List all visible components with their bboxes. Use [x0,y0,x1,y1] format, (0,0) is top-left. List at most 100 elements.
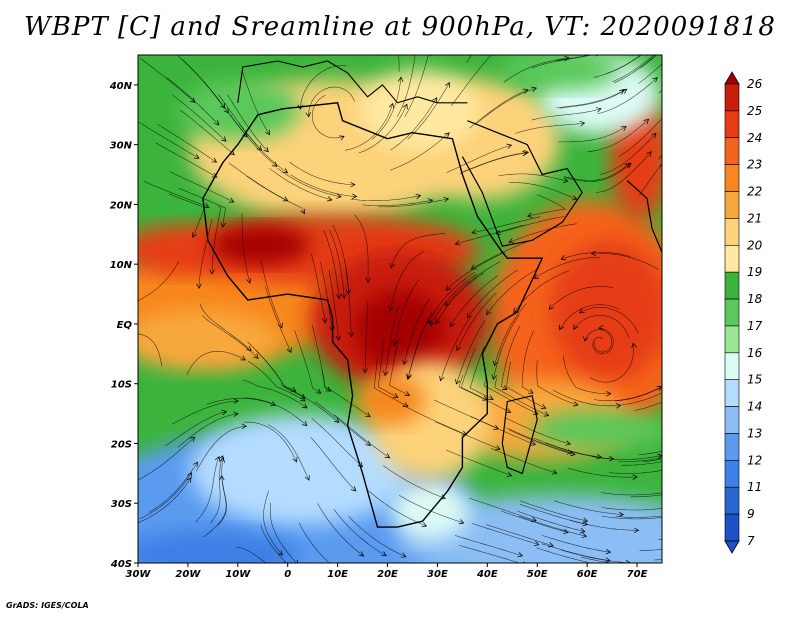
streamline [280,383,340,423]
colorbar-label: 12 [747,453,762,467]
streamline [260,260,283,328]
india-coastline [626,180,662,277]
streamline [455,224,524,245]
streamline [290,174,357,197]
streamline [446,449,512,476]
streamline [138,436,195,480]
lat-tick-label: 40S [110,559,132,570]
streamline [617,457,662,462]
streamline-arrow [271,161,278,167]
streamline-arrow [445,300,451,307]
madagascar-coastline [501,394,538,475]
grads-credit: GrADS: IGES/COLA [6,601,89,610]
streamline-arrow [643,118,650,125]
streamline-arrow [506,471,513,477]
streamline [255,350,306,399]
streamline-arrow [486,309,492,316]
streamline-arrow [388,102,395,109]
streamline-arrow [241,423,248,429]
streamline [541,543,611,561]
streamline-arrow [392,340,398,347]
streamline [461,152,529,173]
streamline-arrow [461,430,468,436]
streamline [267,424,310,481]
streamline-arrow [579,528,586,534]
streamline-arrow [532,409,539,415]
streamline-arrow [221,409,228,416]
colorbar-segment [724,164,740,192]
streamline [559,89,627,109]
colorbar-label: 9 [747,507,755,521]
streamline-arrow [304,475,310,481]
streamline [227,94,269,152]
streamline [298,522,330,563]
field-region [355,290,445,370]
streamline-arrow [211,157,218,163]
streamline-arrow [300,208,306,215]
streamline [277,167,342,198]
streamline-arrow [570,450,576,457]
streamline [446,251,506,291]
streamline-arrow [415,193,422,200]
streamline-arrow [326,196,333,202]
streamline-arrow [270,401,276,406]
streamline-arrow [282,168,289,174]
streamline [398,55,400,72]
streamline [471,523,539,546]
streamline [558,126,627,143]
streamline-arrow [388,306,394,312]
streamline-arrow [618,511,625,518]
colorbar-label: 22 [747,185,762,199]
streamline [195,425,247,472]
streamline-arrow [688,21,693,26]
streamline-arrow [488,395,494,400]
streamline-arrow [392,393,399,398]
streamline [621,392,662,406]
streamline-arrow [624,162,631,169]
colorbar-label: 16 [747,346,763,360]
streamline-arrow [286,347,292,354]
streamline-arrow [482,395,488,401]
streamline-arrow [458,519,465,525]
streamline [344,103,393,151]
streamline-arrow [719,549,724,554]
field-region [138,310,280,370]
streamline [450,275,498,327]
streamline [427,271,476,324]
streamline-arrow [358,551,365,557]
lat-tick-label: 10S [111,380,132,391]
streamline-arrow [336,293,342,300]
streamline-arrow [209,269,215,275]
streamline [595,151,652,193]
streamline-arrow [631,342,637,349]
streamline [456,319,486,385]
streamline [294,330,322,394]
streamline-arrow [605,557,611,563]
streamline [556,89,625,109]
streamline [242,379,308,409]
colorbar-max-arrow [724,71,740,85]
streamline [658,89,662,94]
streamline-arrow [495,229,501,236]
plot-frame [137,54,663,564]
streamline [308,86,355,117]
streamline [608,470,662,474]
streamline [263,490,283,556]
streamline-arrow [282,196,289,202]
streamline-arrow [660,36,665,41]
colorbar-label: 11 [747,480,762,494]
streamline [493,314,520,380]
streamline-arrow [449,321,455,328]
streamline-arrow [365,277,371,283]
colorbar-segment [724,325,740,354]
streamline-arrow [384,453,391,459]
streamline-arrow [548,304,555,310]
streamline-arrow [682,450,687,455]
streamline [404,55,429,118]
streamline [501,325,521,390]
colorbar-segment [724,137,740,165]
streamline-arrow [413,50,418,55]
streamline [534,257,601,279]
streamline [390,97,438,151]
lon-tick-label: 10W [225,569,251,580]
